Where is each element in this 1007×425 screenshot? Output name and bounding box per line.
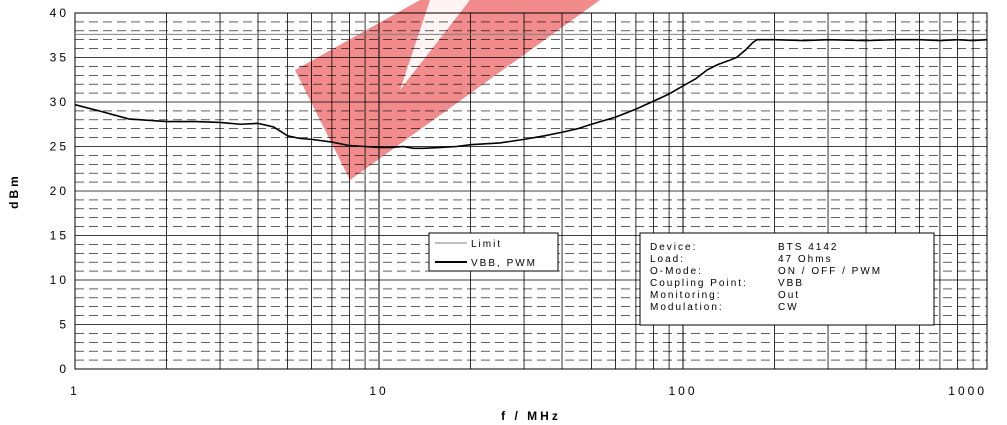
watermark-logo [295, 0, 600, 180]
y-axis-title: dBm [7, 173, 21, 209]
info-label: Device: [650, 242, 697, 253]
series-layer [74, 33, 988, 150]
info-label: Monitoring: [650, 290, 721, 301]
y-tick-label: 15 [50, 229, 69, 243]
legend-box [428, 232, 559, 272]
legend-label-vbb-pwm: VBB, PWM [471, 258, 537, 269]
y-tick-label: 30 [50, 95, 69, 109]
series-line-vbb-pwm [74, 38, 988, 150]
y-tick-label: 0 [59, 362, 69, 376]
y-tick-label: 10 [50, 273, 69, 287]
info-box: Device: BTS 4142 Load: 47 Ohms O-Mode: ON / O… [639, 232, 935, 326]
legend-label-limit: Limit [471, 239, 502, 250]
y-tick-label: 20 [50, 184, 69, 198]
info-label: Modulation: [650, 302, 724, 313]
info-value: CW [778, 302, 799, 313]
y-tick-label: 40 [50, 6, 69, 20]
info-value: ON / OFF / PWM [778, 266, 882, 277]
x-tick-label: 100 [668, 384, 697, 398]
y-tick-label: 5 [59, 318, 69, 332]
y-tick-label: 35 [50, 51, 69, 65]
x-tick-label: 10 [369, 384, 388, 398]
info-value: 47 Ohms [778, 254, 833, 265]
x-tick-label: 1000 [948, 384, 987, 398]
info-value: Out [778, 290, 800, 301]
info-label: Coupling Point: [650, 278, 748, 289]
info-label: Load: [650, 254, 685, 265]
info-label: O-Mode: [650, 266, 703, 277]
info-box-frame [639, 232, 935, 326]
tick-labels: 0 5 10 15 20 25 30 35 40 1 10 100 1000 [50, 6, 987, 398]
x-axis-title: f / MHz [501, 409, 561, 423]
info-value: BTS 4142 [778, 242, 838, 253]
x-tick-label: 1 [70, 384, 80, 398]
y-tick-label: 25 [50, 140, 69, 154]
legend: Limit VBB, PWM [428, 232, 559, 272]
info-value: VBB [778, 278, 804, 289]
